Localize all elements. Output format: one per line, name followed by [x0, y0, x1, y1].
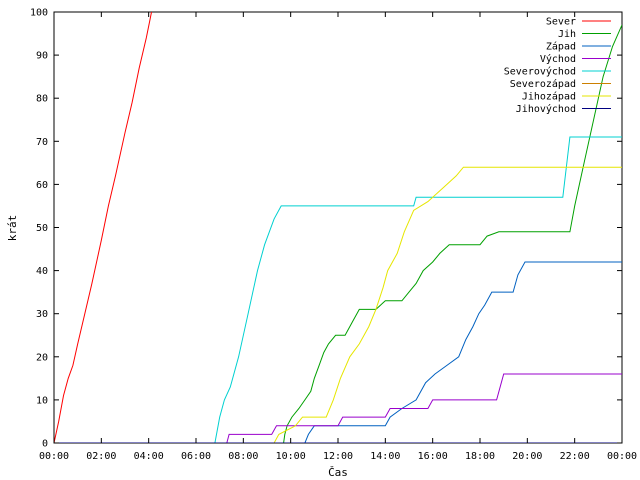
- series-line-severovýchod: [54, 136, 622, 443]
- y-tick-label: 100: [30, 8, 48, 19]
- legend-label: Severozápad: [510, 78, 576, 90]
- y-axis-label: krát: [6, 215, 19, 242]
- y-tick-label: 60: [36, 180, 48, 191]
- legend-label: Jih: [558, 29, 576, 40]
- x-tick-label: 04:00: [134, 451, 164, 462]
- y-tick-label: 10: [36, 395, 48, 406]
- legend-label: Západ: [546, 41, 576, 53]
- legend-label: Východ: [540, 53, 576, 65]
- x-tick-label: 08:00: [228, 451, 258, 462]
- legend-label: Sever: [546, 17, 576, 28]
- series-line-sever: [54, 12, 152, 443]
- x-tick-label: 00:00: [607, 451, 637, 462]
- x-tick-label: 06:00: [181, 451, 211, 462]
- series-lines: [54, 12, 622, 443]
- x-axis-label: Čas: [328, 466, 348, 479]
- series-line-jihozápad: [54, 166, 622, 443]
- y-tick-label: 70: [36, 137, 48, 148]
- legend: SeverJihZápadVýchodSeverovýchodSeverozáp…: [504, 17, 611, 115]
- series-line-západ: [54, 261, 622, 443]
- legend-label: Jihovýchod: [516, 103, 576, 115]
- x-tick-label: 14:00: [370, 451, 400, 462]
- y-tick-label: 40: [36, 266, 48, 277]
- axis-ticks: 0 10 20 30 40 50 60 70 80 90 100 00:00 02:00 04:00 06:…: [30, 8, 637, 463]
- y-tick-label: 80: [36, 94, 48, 105]
- x-tick-label: 20:00: [512, 451, 542, 462]
- x-tick-label: 12:00: [323, 451, 353, 462]
- series-line-jih: [54, 24, 622, 443]
- x-tick-label: 22:00: [560, 451, 590, 462]
- series-line-východ: [54, 373, 622, 443]
- y-tick-label: 90: [36, 51, 48, 62]
- legend-label: Severovýchod: [504, 66, 576, 78]
- y-tick-label: 50: [36, 223, 48, 234]
- x-tick-label: 10:00: [276, 451, 306, 462]
- x-tick-label: 02:00: [86, 451, 116, 462]
- x-tick-label: 18:00: [465, 451, 495, 462]
- x-tick-label: 00:00: [39, 451, 69, 462]
- y-tick-label: 20: [36, 352, 48, 363]
- y-tick-label: 0: [42, 439, 48, 450]
- y-tick-label: 30: [36, 309, 48, 320]
- x-tick-label: 16:00: [418, 451, 448, 462]
- legend-label: Jihozápad: [522, 91, 576, 103]
